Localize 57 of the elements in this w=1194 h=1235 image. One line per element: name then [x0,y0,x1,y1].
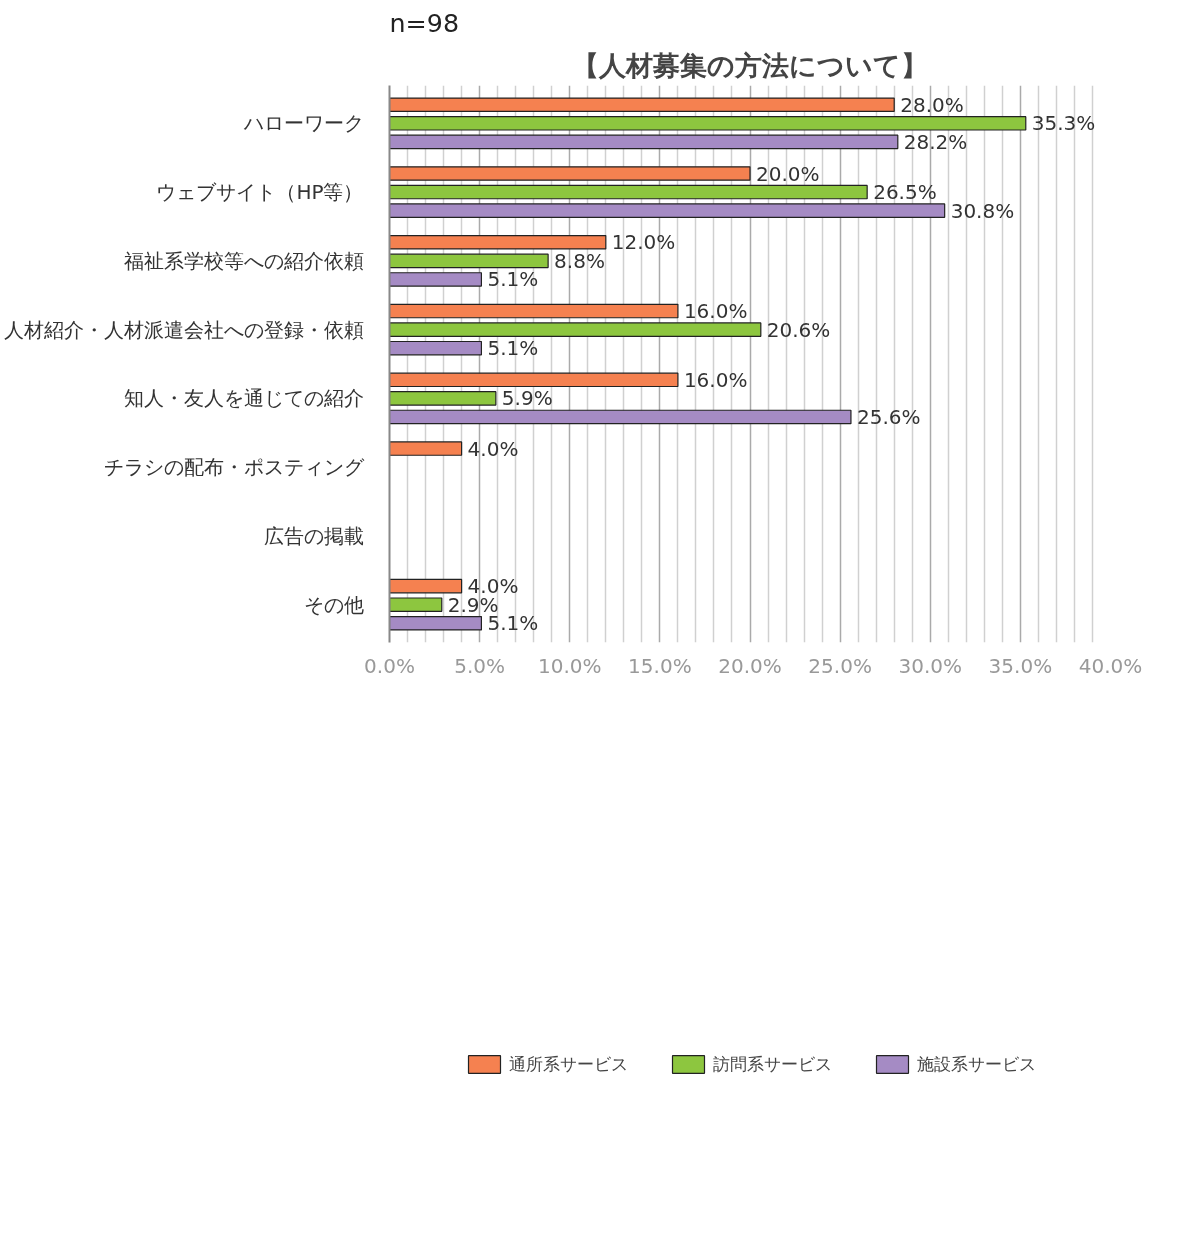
data-label: 12.0% [611,230,676,255]
bar [389,322,762,337]
bar [389,615,483,631]
data-label: 26.5% [873,180,937,205]
y-tick-label: ハローワーク [242,111,364,136]
text: n=98 [389,7,460,38]
x-tick-label: 20.0% [718,653,782,678]
chart-title: 【人材募集の方法について】 [572,49,928,81]
bar [389,134,899,150]
bar [389,597,443,612]
x-tick-label: 25.0% [808,653,872,678]
bar [389,184,868,200]
data-label: 5.1% [487,336,539,361]
x-tick-label: 40.0% [1078,653,1143,678]
y-tick-label: 知人・友人を通じての紹介 [123,386,364,411]
bar [389,372,679,388]
data-label: 35.3% [1031,111,1096,136]
bar [389,441,463,456]
x-tick-label: 15.0% [628,653,692,678]
bar [389,166,751,181]
data-label: 5.9% [501,386,553,411]
y-tick-label: 福祉系学校等への紹介依頼 [123,248,364,273]
legend-label: 施設系サービス [916,1053,1036,1076]
legend-label: 通所系サービス [508,1053,628,1076]
data-label: 16.0% [683,299,748,324]
bar [389,391,497,406]
data-label: 16.0% [683,367,748,392]
legend-label: 訪問系サービス [712,1053,832,1076]
bar [389,235,607,250]
y-tick-label: 広告の掲載 [263,523,364,548]
y-tick-label: チラシの配布・ポスティング [103,455,365,480]
data-label: 28.0% [900,92,964,117]
data-label: 8.8% [554,248,605,273]
data-label: 4.0% [467,436,519,461]
bar [389,97,895,113]
y-tick-label: 人材紹介・人材派遣会社への登録・依頼 [3,317,364,342]
x-tick-label: 30.0% [898,653,963,678]
bar [389,253,549,269]
bar [389,578,463,594]
y-tick-label: その他 [303,592,364,617]
data-label: 20.6% [766,317,831,342]
bar [389,116,1027,131]
bar [389,203,946,218]
data-label: 28.2% [903,129,968,154]
bar [389,409,852,425]
data-label: 25.6% [856,404,921,429]
y-tick-label: ウェブサイト（HP等） [156,180,364,205]
x-tick-label: 35.0% [988,653,1053,678]
bar [389,340,483,356]
x-tick-label: 10.0% [537,653,602,678]
bar [389,272,483,287]
data-label: 30.8% [950,198,1015,223]
data-label: 5.1% [487,267,539,292]
x-tick-label: 0.0% [364,653,415,678]
data-label: 20.0% [756,161,820,186]
bar [389,303,679,319]
x-tick-label: 5.0% [454,653,506,678]
